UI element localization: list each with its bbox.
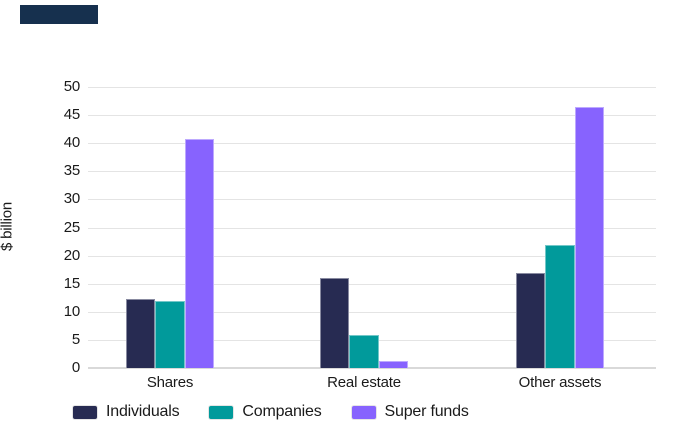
legend-swatch-individuals [73, 405, 97, 419]
bar-group-shares [126, 139, 214, 368]
bar-super-funds-other-assets [574, 106, 604, 368]
y-tick-label: 15 [63, 274, 80, 292]
legend-item-super-funds: Super funds [351, 403, 469, 421]
x-axis-baseline [88, 367, 656, 369]
legend-label: Super funds [384, 403, 469, 420]
gridline [88, 283, 656, 285]
y-tick-label: 35 [63, 162, 80, 180]
gridline [88, 199, 656, 201]
y-tick-label: 50 [63, 78, 80, 95]
bar-companies-real-estate [349, 334, 379, 368]
legend-swatch-super-funds [351, 405, 376, 419]
gridline [88, 143, 656, 145]
gridline [88, 115, 656, 117]
gridline [88, 255, 656, 257]
y-axis-tick-labels: 0 5 10 15 20 25 30 35 40 45 50 [0, 78, 80, 376]
bar-super-funds-real-estate [378, 360, 408, 368]
header-accent-block [20, 5, 98, 24]
bar-individuals-real-estate [320, 277, 350, 368]
gridline [88, 227, 656, 229]
y-tick-label: 10 [63, 302, 80, 320]
legend-swatch-companies [209, 405, 234, 419]
bar-individuals-other-assets [516, 273, 546, 368]
y-tick-label: 25 [63, 218, 80, 236]
bar-companies-other-assets [545, 244, 575, 368]
legend-label: Companies [242, 403, 322, 420]
legend-item-individuals: Individuals [73, 403, 180, 421]
bar-companies-shares [155, 301, 185, 368]
plot-area [88, 87, 656, 369]
bar-group-real-estate [320, 277, 408, 368]
y-tick-label: 0 [71, 359, 80, 376]
y-tick-label: 20 [63, 246, 80, 264]
y-tick-label: 40 [63, 134, 80, 152]
bar-super-funds-shares [184, 139, 214, 368]
gridline [88, 171, 656, 173]
y-tick-label: 45 [63, 106, 80, 124]
legend-item-companies: Companies [209, 403, 322, 421]
y-tick-label: 5 [71, 330, 80, 348]
x-category-label-shares: Shares [146, 374, 194, 391]
x-category-label-real-estate: Real estate [327, 374, 401, 391]
legend-label: Individuals [106, 403, 180, 420]
gridline [88, 87, 656, 88]
bar-group-other-assets [516, 106, 604, 368]
legend: Individuals Companies Super funds [73, 403, 469, 421]
y-tick-label: 30 [63, 190, 80, 208]
x-category-label-other-assets: Other assets [518, 374, 602, 391]
gridline [88, 311, 656, 313]
bar-individuals-shares [126, 299, 156, 368]
